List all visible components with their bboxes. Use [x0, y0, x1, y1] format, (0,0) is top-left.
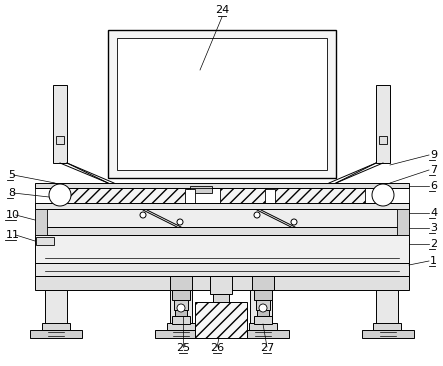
Bar: [250, 290, 272, 334]
Circle shape: [177, 219, 183, 225]
Text: 4: 4: [430, 208, 437, 218]
Bar: [213, 294, 229, 302]
Bar: [35, 209, 47, 235]
Bar: [376, 290, 398, 334]
Bar: [117, 38, 327, 170]
Text: 7: 7: [430, 165, 437, 175]
Bar: [174, 300, 188, 310]
Bar: [35, 183, 409, 188]
Circle shape: [140, 212, 146, 218]
Bar: [172, 316, 190, 324]
Bar: [63, 188, 193, 203]
Text: 11: 11: [6, 230, 20, 240]
Bar: [362, 330, 414, 338]
Circle shape: [254, 212, 260, 218]
Bar: [249, 323, 277, 330]
Bar: [237, 330, 289, 338]
Bar: [56, 136, 64, 144]
Bar: [30, 330, 82, 338]
Text: 5: 5: [8, 170, 15, 180]
Bar: [35, 276, 409, 290]
Bar: [254, 290, 272, 300]
Bar: [170, 290, 192, 334]
Bar: [376, 85, 390, 163]
Bar: [252, 276, 274, 290]
Bar: [190, 186, 212, 193]
Text: 2: 2: [430, 239, 437, 249]
Bar: [254, 316, 272, 324]
Circle shape: [49, 184, 71, 206]
Bar: [35, 235, 409, 263]
Bar: [210, 276, 232, 294]
Bar: [167, 323, 195, 330]
Circle shape: [291, 219, 297, 225]
Bar: [42, 323, 70, 330]
Text: 25: 25: [176, 343, 190, 353]
Bar: [35, 203, 409, 209]
Text: 26: 26: [210, 343, 224, 353]
Text: 27: 27: [260, 343, 274, 353]
Text: 1: 1: [430, 256, 437, 266]
Bar: [172, 290, 190, 300]
Circle shape: [259, 304, 267, 312]
Bar: [256, 300, 270, 310]
Bar: [170, 276, 192, 290]
Text: 24: 24: [215, 5, 229, 15]
Bar: [375, 188, 387, 203]
Bar: [155, 330, 207, 338]
Bar: [220, 188, 365, 203]
Bar: [195, 302, 247, 338]
Text: 8: 8: [8, 188, 15, 198]
Bar: [35, 209, 409, 227]
Bar: [175, 310, 187, 316]
Bar: [397, 209, 409, 235]
Bar: [35, 227, 409, 235]
Bar: [108, 30, 336, 178]
Bar: [35, 188, 409, 203]
Bar: [265, 189, 275, 203]
Circle shape: [372, 184, 394, 206]
Text: 9: 9: [430, 150, 437, 160]
Text: 3: 3: [430, 223, 437, 233]
Bar: [36, 237, 54, 245]
Text: 10: 10: [6, 210, 20, 220]
Bar: [53, 85, 67, 163]
Bar: [45, 290, 67, 334]
Bar: [35, 263, 409, 276]
Circle shape: [177, 304, 185, 312]
Bar: [185, 189, 195, 203]
Bar: [257, 310, 269, 316]
Bar: [373, 323, 401, 330]
Text: 6: 6: [430, 181, 437, 191]
Bar: [379, 136, 387, 144]
